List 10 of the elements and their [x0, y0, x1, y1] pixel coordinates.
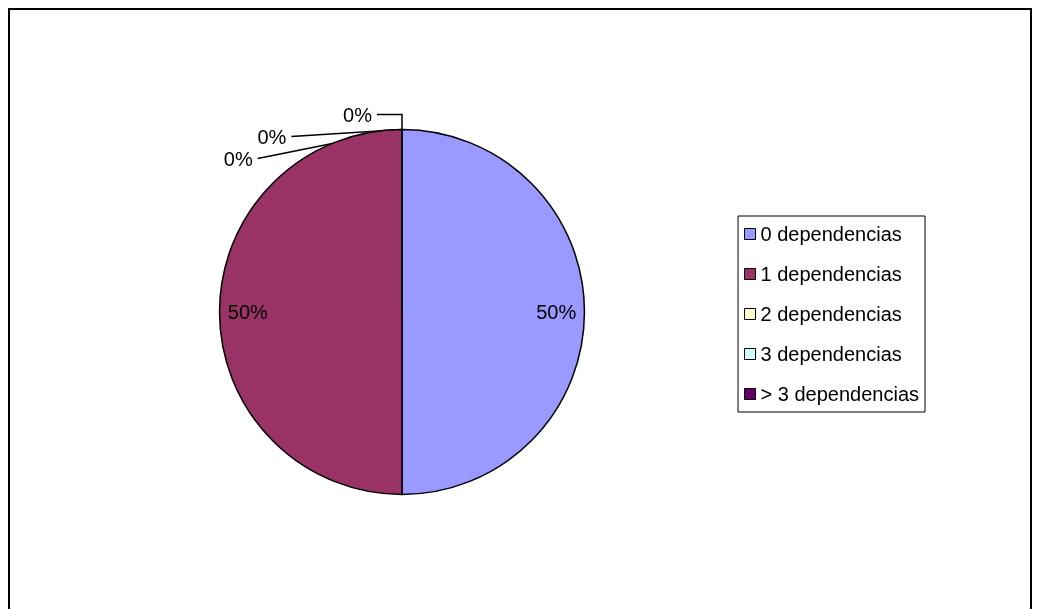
legend-label: > 3 dependencias	[760, 383, 919, 405]
text: 0%	[223, 147, 253, 170]
legend-label: 3 dependencias	[760, 343, 902, 365]
legend-label: 2 dependencias	[760, 303, 902, 325]
data-label: 50%	[227, 301, 269, 323]
legend-label: 1 dependencias	[760, 263, 902, 285]
text: 0%	[257, 125, 287, 148]
legend-label: 0 dependencias	[760, 223, 902, 245]
text: 0%	[343, 103, 372, 126]
data-label: 50%	[536, 301, 577, 323]
